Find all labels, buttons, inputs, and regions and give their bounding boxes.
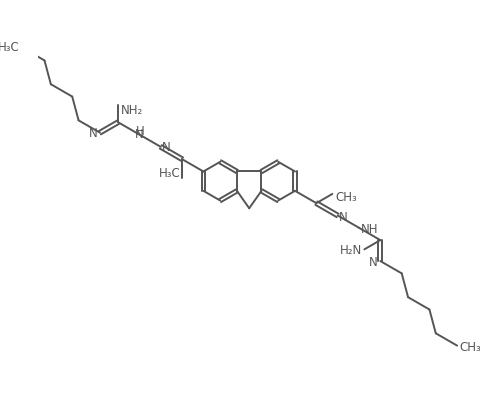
Text: NH₂: NH₂ — [120, 104, 143, 117]
Text: NH: NH — [361, 223, 378, 236]
Text: H₃C: H₃C — [0, 41, 20, 54]
Text: N: N — [89, 127, 97, 140]
Text: N: N — [369, 256, 378, 269]
Text: N: N — [161, 141, 170, 154]
Text: N: N — [135, 128, 144, 141]
Text: H: H — [136, 125, 145, 138]
Text: N: N — [338, 211, 348, 224]
Text: H₃C: H₃C — [159, 167, 180, 180]
Text: CH₃: CH₃ — [335, 191, 357, 204]
Text: CH₃: CH₃ — [460, 341, 482, 354]
Text: H₂N: H₂N — [340, 244, 362, 257]
